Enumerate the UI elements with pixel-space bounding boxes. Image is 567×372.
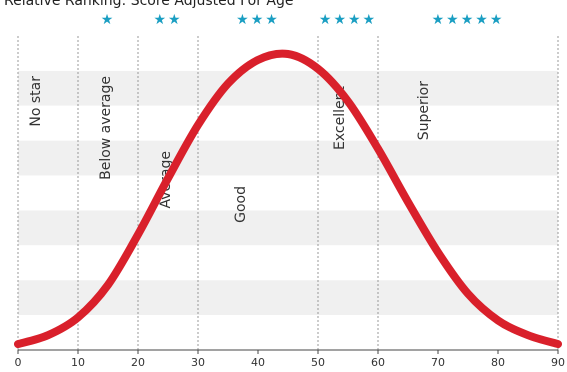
background-stripe: [18, 175, 558, 211]
star-rating: ★: [101, 12, 116, 28]
curve-layer: [14, 49, 562, 349]
star-ratings: ★ ★★ ★★★ ★★★★ ★★★★★: [101, 12, 505, 28]
star-rating: ★★: [153, 12, 182, 28]
bell-curve: [14, 49, 562, 349]
x-tick-label: 20: [131, 356, 145, 369]
background-bands: [18, 36, 558, 350]
band-label: No star: [28, 76, 44, 127]
x-tick-label: 70: [431, 356, 445, 369]
band-dividers: [17, 36, 559, 350]
chart-title: Relative Ranking: Score Adjusted For Age: [4, 0, 293, 9]
band-label: Good: [233, 186, 249, 223]
star-rating: ★★★: [236, 12, 280, 28]
x-tick-label: 80: [491, 356, 505, 369]
background-stripe: [18, 70, 558, 106]
star-rating: ★★★★★: [432, 12, 505, 28]
band-labels: No star Below average Average GoodExcellent…: [28, 76, 432, 223]
background-stripe: [18, 105, 558, 141]
background-stripe: [18, 315, 558, 350]
x-tick-label: 40: [251, 356, 265, 369]
band-label: Below average: [98, 76, 114, 180]
background-stripe: [18, 210, 558, 246]
x-tick-label: 30: [191, 356, 205, 369]
background-stripe: [18, 140, 558, 176]
x-tick-label: 10: [71, 356, 85, 369]
x-tick-label: 60: [371, 356, 385, 369]
x-tick-label: 90: [551, 356, 565, 369]
x-axis: 0 10 20 30 40 50 60 70 80 90: [15, 349, 565, 369]
background-stripe: [18, 245, 558, 281]
band-label: Superior: [416, 81, 432, 140]
x-tick-label: 50: [311, 356, 325, 369]
star-rating: ★★★★: [319, 12, 377, 28]
x-tick-label: 0: [15, 356, 22, 369]
